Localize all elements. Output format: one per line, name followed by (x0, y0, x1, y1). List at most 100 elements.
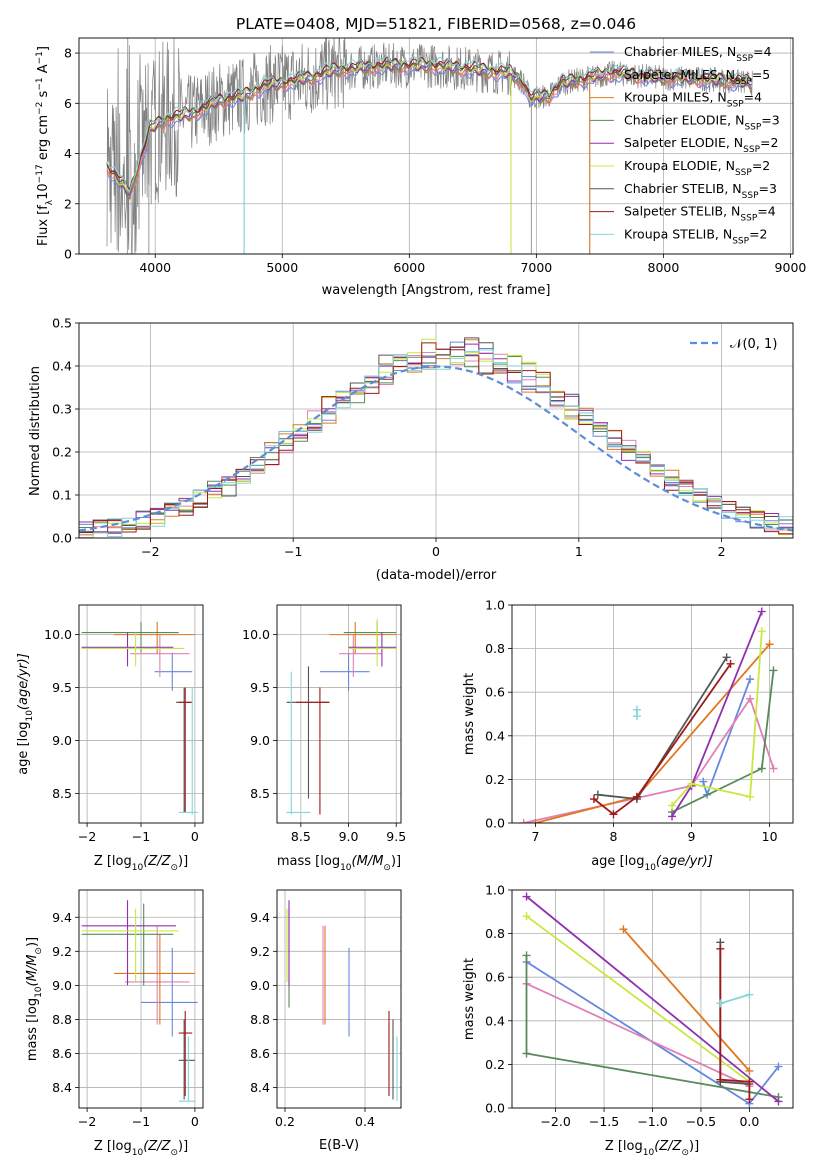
plot-area (81, 900, 198, 1102)
label-part: =2 (760, 135, 778, 150)
plot-area (79, 337, 793, 538)
y-axis-label: mass weight (462, 673, 477, 755)
label-part: =3 (761, 112, 779, 127)
y-tick-label: 9.2 (52, 944, 72, 959)
panel-hist: −2 −1 0 1 2 0.0 0.1 0.2 0.3 0.4 0.5 (52, 316, 794, 559)
point-marker-ChM (746, 675, 755, 684)
y-tick-label: 8.5 (52, 786, 72, 801)
axes-frame (511, 889, 794, 1109)
point-marker-ChE (769, 666, 778, 675)
point-marker-SaS (589, 795, 598, 804)
series-line-SaM (526, 982, 750, 1088)
legend-label-ChS: Chabrier STELIB, NSSP=3 (624, 181, 777, 201)
label-part: Z [log (605, 1139, 643, 1154)
x-tick-label: −2 (78, 829, 96, 844)
y-tick-label: 0.2 (52, 445, 72, 460)
label-part: SSP (740, 214, 757, 224)
x-tick-label: −1.5 (589, 1114, 619, 1129)
histogram-SaS (79, 342, 793, 535)
x-tick-label: 2 (718, 544, 726, 559)
y-tick-label: 8.4 (52, 1080, 72, 1095)
y-tick-label: 4 (64, 146, 72, 161)
label-part: mass [log (277, 854, 340, 869)
y-tick-label: 0.2 (485, 772, 505, 787)
label-part: SSP (732, 236, 749, 246)
point-marker-KrM (765, 640, 774, 649)
y-tick-label: 9.2 (250, 944, 270, 959)
point-marker-ChS (722, 653, 731, 662)
point-marker-KrM (531, 819, 540, 823)
label-part: )] (178, 1139, 188, 1154)
x-tick-label: −1 (284, 544, 302, 559)
x-tick-label: 10 (762, 829, 778, 844)
axes-frame (78, 322, 794, 539)
y-tick-label: 0 (64, 247, 72, 262)
label-part: 10 (34, 986, 44, 998)
label-part: )] (391, 854, 401, 869)
label-part: 10 (644, 863, 656, 873)
x-tick-label: 7 (531, 829, 539, 844)
label-part: Chabrier ELODIE, N (624, 112, 744, 127)
series-line-KrS (720, 993, 750, 1005)
label-part: −2 (35, 102, 45, 115)
point-marker-SaS (726, 659, 735, 668)
label-part: age [log (591, 854, 644, 869)
point-marker-KrS (632, 705, 641, 714)
x-tick-label: 9.5 (386, 829, 406, 844)
x-tick-label: 0 (191, 829, 199, 844)
label-part: SSP (744, 122, 761, 132)
point-marker-KrE (757, 627, 766, 636)
histogram-KrS (79, 349, 793, 537)
y-tick-label: 0.3 (52, 402, 72, 417)
label-part: SSP (742, 191, 759, 201)
y-tick-label: 1.0 (485, 883, 505, 898)
point-marker-SaS (609, 810, 618, 819)
y-tick-label: 0.6 (485, 685, 505, 700)
x-tick-label: 7000 (520, 260, 552, 275)
x-tick-label: 9.0 (339, 829, 359, 844)
point-marker-KrS (716, 999, 725, 1008)
y-tick-label: 9.5 (250, 680, 270, 695)
x-axis-label: mass [log10(M/M⊙)] (277, 854, 401, 873)
point-marker-SaE (668, 812, 677, 821)
point-marker-KrE (522, 912, 531, 921)
label-part: )] (25, 937, 40, 947)
legend-label-ChM: Chabrier MILES, NSSP=4 (624, 44, 772, 64)
legend-label-SaE: Salpeter ELODIE, NSSP=2 (624, 135, 778, 155)
y-tick-label: 0.0 (485, 816, 505, 831)
panel-mwAge: 7 8 9 10 0.0 0.2 0.4 0.6 0.8 1.0 (485, 598, 794, 844)
point-marker-KrM (745, 1066, 754, 1075)
x-tick-label: 4000 (139, 260, 171, 275)
label-part: ⊙ (170, 863, 178, 873)
y-tick-label: 8.8 (250, 1012, 270, 1027)
point-marker-SaE (757, 607, 766, 616)
y-tick-label: 9.0 (250, 733, 270, 748)
plot-area (286, 900, 398, 1102)
x-axis-label: age [log10(age/yr)] (591, 854, 713, 873)
axes-frame (276, 604, 402, 824)
label-part: (Z/Z (143, 854, 171, 869)
label-part: (Z/Z (143, 1139, 171, 1154)
y-tick-label: 0.8 (485, 926, 505, 941)
label-part: erg cm (36, 115, 51, 164)
y-tick-label: 0.0 (485, 1101, 505, 1116)
x-tick-label: 9000 (775, 260, 807, 275)
label-part: =4 (753, 44, 771, 59)
label-part: Flux [f (36, 205, 51, 246)
label-part: Chabrier MILES, N (624, 44, 736, 59)
label-part: Salpeter ELODIE, N (624, 135, 743, 150)
x-axis-label: (data-model)/error (376, 568, 497, 583)
label-part: (age/yr)] (16, 653, 31, 710)
x-tick-label: 0 (191, 1114, 199, 1129)
point-marker-SaE (774, 1097, 783, 1106)
point-marker-SaE (522, 892, 531, 901)
x-tick-label: 0.2 (275, 1114, 295, 1129)
legend-label-ChE: Chabrier ELODIE, NSSP=3 (624, 112, 780, 132)
x-tick-label: 8.5 (291, 829, 311, 844)
label-part: (M/M (25, 955, 40, 987)
panel-massZ: −2 −1 0 8.4 8.6 8.8 9.0 9.2 9.4 (52, 889, 204, 1129)
y-tick-label: 0.0 (52, 531, 72, 546)
y-tick-label: 10.0 (44, 627, 72, 642)
point-marker-SaS (716, 944, 725, 953)
label-part: −1 (35, 77, 45, 90)
